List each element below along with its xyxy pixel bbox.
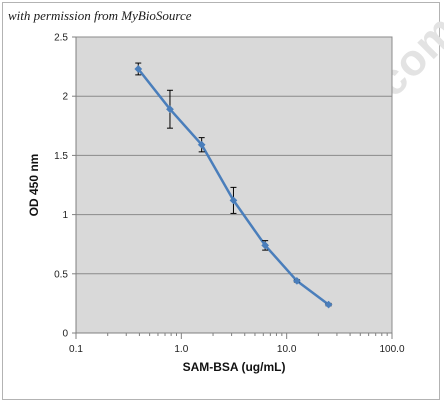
- data-point: [229, 196, 238, 205]
- grid-lines: [76, 36, 392, 275]
- data-point: [134, 65, 143, 73]
- y-tick-label: 0.5: [54, 269, 68, 280]
- data-point: [292, 276, 301, 285]
- x-tick-label: 1.0: [174, 344, 188, 355]
- permission-note: with permission from MyBioSource: [8, 8, 192, 23]
- data-point: [261, 241, 270, 250]
- plot-area: [75, 36, 393, 334]
- x-axis-title: SAM-BSA (ug/mL): [183, 360, 286, 374]
- data-point: [324, 300, 333, 309]
- x-tick-label: 0.1: [69, 344, 83, 355]
- y-tick-label: 0: [62, 329, 68, 340]
- data-point: [197, 140, 206, 149]
- tick-labels: 0 0.5 1 1.5 2 2.5 0.1 1.0 10.0 100.0: [54, 33, 405, 356]
- axes: [72, 36, 393, 339]
- y-axis-title: OD 450 nm: [27, 154, 41, 217]
- y-tick-label: 1.5: [54, 151, 68, 162]
- y-tick-label: 1: [62, 210, 68, 221]
- x-tick-label: 100.0: [379, 344, 404, 355]
- y-tick-label: 2.5: [54, 33, 68, 44]
- data-point: [166, 105, 174, 114]
- x-tick-label: 10.0: [277, 344, 297, 355]
- data-series: [134, 62, 333, 309]
- y-tick-label: 2: [62, 92, 68, 103]
